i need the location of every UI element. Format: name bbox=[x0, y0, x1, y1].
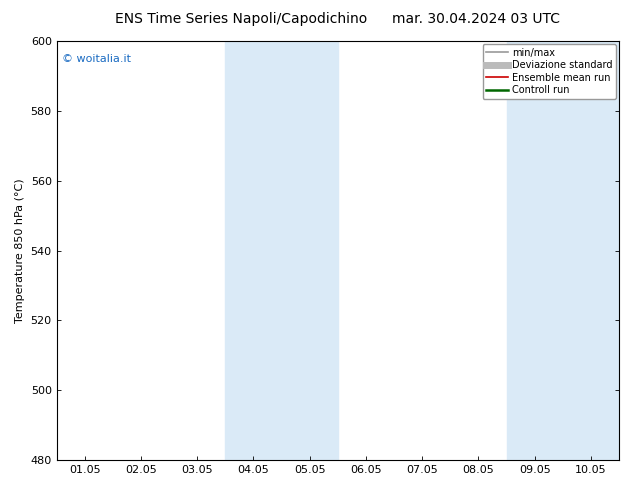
Text: © woitalia.it: © woitalia.it bbox=[62, 53, 131, 64]
Bar bbox=[507, 41, 619, 460]
Text: ENS Time Series Napoli/Capodichino: ENS Time Series Napoli/Capodichino bbox=[115, 12, 367, 26]
Y-axis label: Temperature 850 hPa (°C): Temperature 850 hPa (°C) bbox=[15, 178, 25, 323]
Text: mar. 30.04.2024 03 UTC: mar. 30.04.2024 03 UTC bbox=[392, 12, 559, 26]
Bar bbox=[225, 41, 338, 460]
Legend: min/max, Deviazione standard, Ensemble mean run, Controll run: min/max, Deviazione standard, Ensemble m… bbox=[482, 44, 616, 99]
